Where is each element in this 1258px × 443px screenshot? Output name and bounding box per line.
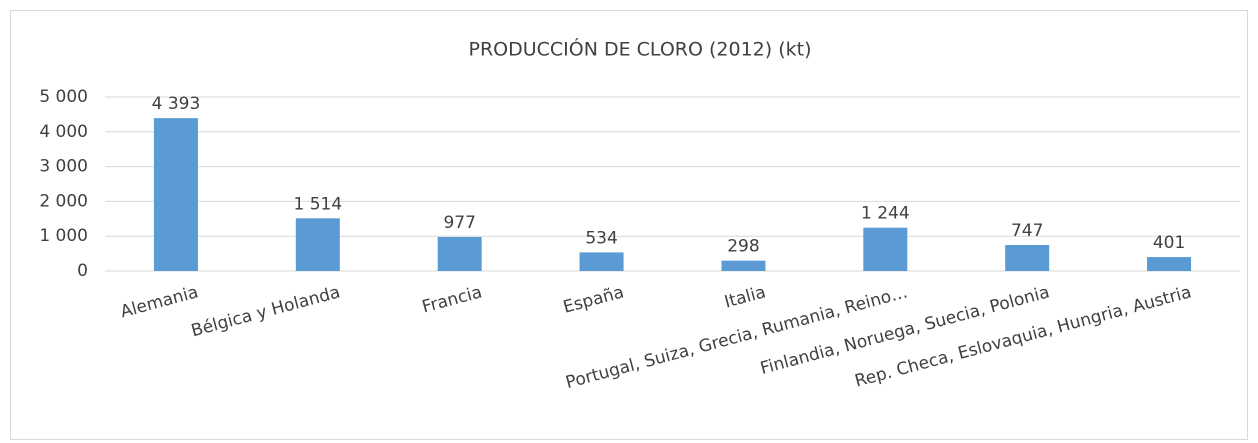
bar [1147, 257, 1192, 271]
bar [1005, 245, 1050, 271]
bar [295, 218, 340, 271]
y-tick-label: 1 000 [39, 226, 88, 246]
value-label: 4 393 [152, 94, 201, 114]
bar [153, 118, 198, 271]
value-label: 534 [585, 228, 617, 248]
bar [863, 227, 908, 271]
value-label: 298 [727, 237, 759, 257]
bar [579, 252, 624, 271]
y-tick-label: 2 000 [39, 191, 88, 211]
value-label: 1 514 [293, 194, 342, 214]
bar [721, 260, 766, 271]
y-tick-label: 4 000 [39, 122, 88, 142]
value-label: 977 [443, 213, 475, 233]
chart-title: PRODUCCIÓN DE CLORO (2012) (kt) [469, 37, 812, 61]
value-label: 747 [1011, 221, 1043, 241]
value-label: 401 [1153, 233, 1185, 253]
value-label: 1 244 [861, 204, 910, 224]
bar [437, 237, 482, 271]
y-tick-label: 5 000 [39, 87, 88, 107]
chart-border [10, 10, 1248, 440]
y-tick-label: 0 [77, 261, 88, 281]
y-tick-label: 3 000 [39, 157, 88, 177]
